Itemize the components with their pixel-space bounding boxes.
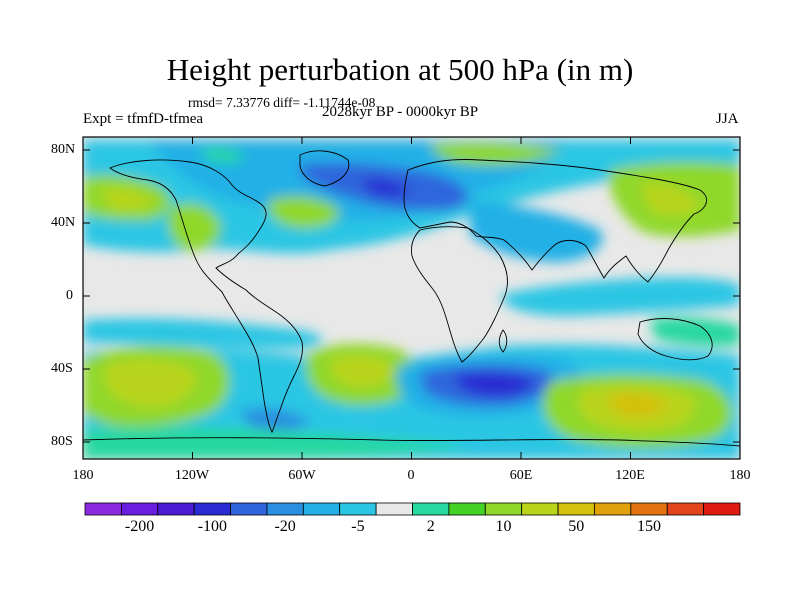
colorbar-swatch xyxy=(557,502,595,516)
lat-tick-label: 40N xyxy=(51,215,76,230)
colorbar-swatch xyxy=(666,502,705,516)
season-label: JJA xyxy=(716,111,739,127)
lon-tick-label: 0 xyxy=(407,468,415,483)
experiment-label: Expt = tfmfD-tfmea xyxy=(83,111,204,127)
coastlines xyxy=(83,150,740,447)
colorbar-label: 150 xyxy=(637,518,662,535)
stats-text: rmsd= 7.33776 diff= -1.11744e-08 xyxy=(188,95,376,110)
colorbar-label: -5 xyxy=(351,518,365,535)
period-label: 2028kyr BP - 0000kyr BP xyxy=(322,104,479,120)
colorbar-swatch xyxy=(120,502,159,516)
lon-tick-label: 60E xyxy=(509,468,533,483)
colorbar-label: 10 xyxy=(495,518,512,535)
colorbar-swatch xyxy=(266,502,304,516)
lat-tick-label: 80N xyxy=(51,142,76,157)
lat-tick-label: 40S xyxy=(51,361,73,376)
colorbar-swatch xyxy=(375,502,413,516)
colorbar xyxy=(84,502,741,516)
colorbar-swatch xyxy=(630,502,668,516)
colorbar-swatch xyxy=(484,502,523,516)
lon-tick-label: 180 xyxy=(729,468,751,483)
colorbar-swatch xyxy=(230,502,268,516)
colorbar-label: -100 xyxy=(197,518,228,535)
colorbar-label: 2 xyxy=(426,518,435,535)
lon-tick-label: 120E xyxy=(615,468,645,483)
lon-tick-label: 60W xyxy=(288,468,316,483)
chart-title: Height perturbation at 500 hPa (in m) xyxy=(166,52,634,87)
colorbar-swatch xyxy=(302,502,341,516)
colorbar-label: 50 xyxy=(568,518,585,535)
lon-tick-label: 180 xyxy=(72,468,94,483)
colorbar-swatch xyxy=(412,502,450,516)
colorbar-swatch xyxy=(594,502,632,516)
colorbar-swatch xyxy=(193,502,231,516)
colorbar-label: -20 xyxy=(274,518,296,535)
height-field xyxy=(83,137,740,459)
colorbar-swatch xyxy=(703,502,741,516)
colorbar-swatch xyxy=(448,502,486,516)
colorbar-swatch xyxy=(157,502,195,516)
colorbar-label: -200 xyxy=(124,518,155,535)
colorbar-swatch xyxy=(521,502,559,516)
lon-tick-label: 120W xyxy=(174,468,210,483)
axis-ticks xyxy=(82,137,741,459)
lat-tick-label: 0 xyxy=(66,288,73,303)
lat-tick-label: 80S xyxy=(51,434,73,449)
colorbar-swatch xyxy=(84,502,122,516)
colorbar-swatch xyxy=(339,502,377,516)
